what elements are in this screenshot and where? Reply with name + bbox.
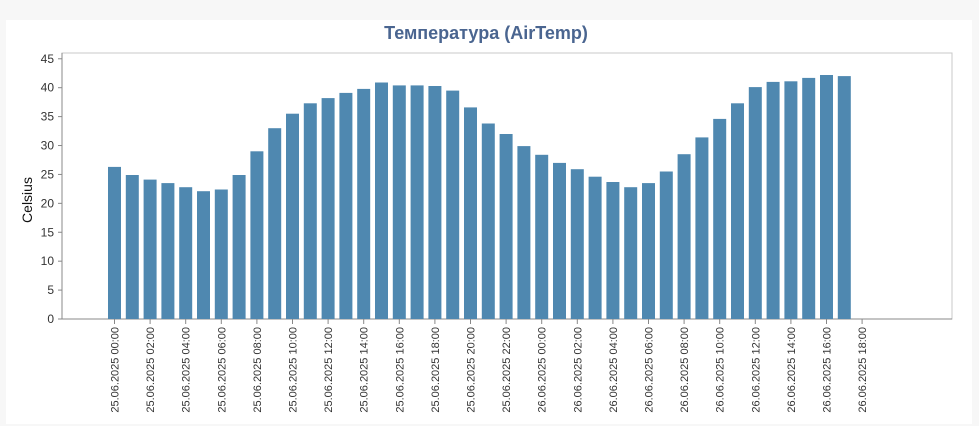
x-tick-label: 26.06.2025 00:00 [537,327,549,413]
bar[interactable] [731,103,744,319]
bar[interactable] [215,190,228,320]
bar[interactable] [464,107,477,319]
x-tick-label: 25.06.2025 14:00 [359,327,371,413]
bar[interactable] [695,137,708,319]
bar[interactable] [838,76,851,319]
chart-title: Температура (AirTemp) [384,23,588,43]
bar[interactable] [304,103,317,319]
bar[interactable] [482,124,495,320]
bar[interactable] [250,151,263,319]
y-tick-label: 0 [47,312,54,326]
bar[interactable] [393,85,406,319]
bar[interactable] [286,114,299,319]
bar[interactable] [571,169,584,319]
y-tick-label: 15 [41,225,55,239]
y-ticks: 0 5 10 15 20 25 30 35 40 45 [41,52,62,326]
bar[interactable] [144,180,157,319]
bar[interactable] [322,98,335,319]
x-tick-label: 26.06.2025 18:00 [857,327,869,413]
bar[interactable] [517,146,530,319]
bar[interactable] [660,172,673,320]
bar[interactable] [428,86,441,319]
bar[interactable] [678,154,691,319]
x-tick-label: 26.06.2025 04:00 [608,327,620,413]
x-tick-label: 26.06.2025 12:00 [750,327,762,413]
x-tick-label: 25.06.2025 12:00 [323,327,335,413]
x-tick-label: 26.06.2025 06:00 [644,327,656,413]
bar[interactable] [713,119,726,319]
x-tick-label: 26.06.2025 02:00 [572,327,584,413]
bar[interactable] [624,187,637,319]
x-tick-label: 26.06.2025 10:00 [715,327,727,413]
y-axis-label: Celsius [19,177,35,223]
x-tick-label: 25.06.2025 20:00 [466,327,478,413]
bar[interactable] [357,89,370,319]
bar[interactable] [642,183,655,319]
x-tick-label: 25.06.2025 22:00 [501,327,513,413]
y-tick-label: 10 [41,254,55,268]
y-tick-label: 20 [41,196,55,210]
bar[interactable] [767,82,780,319]
bar[interactable] [161,183,174,319]
x-tick-label: 26.06.2025 14:00 [786,327,798,413]
bar[interactable] [749,87,762,319]
y-tick-label: 5 [47,283,54,297]
bar[interactable] [339,93,352,319]
bar[interactable] [802,78,815,319]
bar[interactable] [197,191,210,319]
bar[interactable] [535,155,548,319]
bar[interactable] [126,175,139,319]
bar[interactable] [500,134,513,319]
y-tick-label: 25 [41,167,55,181]
y-tick-label: 35 [41,110,55,124]
bar[interactable] [179,187,192,319]
bar[interactable] [233,175,246,319]
x-tick-label: 26.06.2025 08:00 [679,327,691,413]
bar[interactable] [411,85,424,319]
x-tick-label: 25.06.2025 10:00 [288,327,300,413]
bar[interactable] [553,163,566,319]
bar[interactable] [268,128,281,319]
bar[interactable] [375,83,388,320]
bar[interactable] [606,182,619,319]
x-tick-label: 26.06.2025 16:00 [822,327,834,413]
bar[interactable] [784,81,797,319]
y-tick-label: 45 [41,52,55,66]
x-ticks: 25.06.2025 00:00 25.06.2025 02:00 25.06.20… [110,319,870,413]
x-tick-label: 25.06.2025 18:00 [430,327,442,413]
x-tick-label: 25.06.2025 16:00 [394,327,406,413]
x-tick-label: 25.06.2025 08:00 [252,327,264,413]
y-tick-label: 30 [41,139,55,153]
x-tick-label: 25.06.2025 00:00 [110,327,122,413]
temperature-bar-chart: Температура (AirTemp) Celsius 0 5 10 15 20 25… [6,20,972,424]
bar[interactable] [589,177,602,319]
y-tick-label: 40 [41,81,55,95]
bar[interactable] [108,167,121,319]
chart-panel: Температура (AirTemp) Celsius 0 5 10 15 20 25… [6,20,972,424]
bar[interactable] [820,75,833,319]
x-tick-label: 25.06.2025 06:00 [216,327,228,413]
bar[interactable] [446,91,459,319]
x-tick-label: 25.06.2025 02:00 [145,327,157,413]
x-tick-label: 25.06.2025 04:00 [181,327,193,413]
